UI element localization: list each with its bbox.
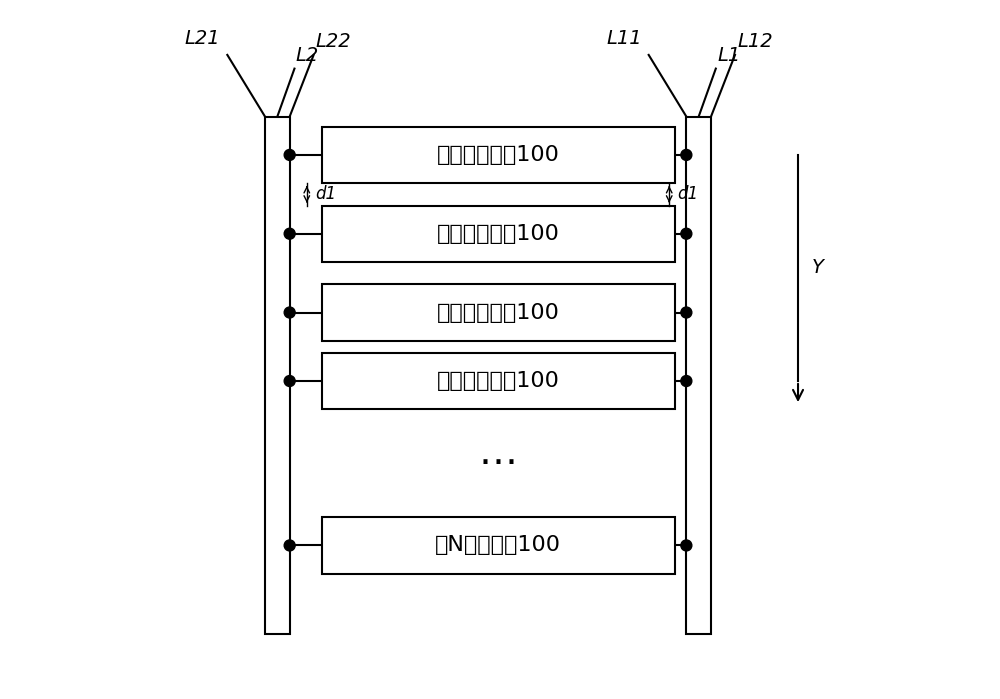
- Circle shape: [681, 540, 692, 551]
- Circle shape: [681, 375, 692, 387]
- Bar: [322, 127, 675, 183]
- Circle shape: [284, 229, 295, 239]
- Text: L1: L1: [717, 46, 740, 65]
- Circle shape: [284, 375, 295, 387]
- Bar: [686, 117, 711, 634]
- Text: L11: L11: [606, 29, 642, 48]
- Bar: [322, 284, 675, 340]
- Bar: [322, 206, 675, 262]
- Text: d1: d1: [315, 185, 336, 203]
- Text: 第三电池支路100: 第三电池支路100: [437, 303, 560, 322]
- Text: 第三电池支路100: 第三电池支路100: [437, 371, 560, 391]
- Text: L2: L2: [296, 46, 319, 65]
- Text: L12: L12: [737, 32, 773, 52]
- Text: Y: Y: [812, 259, 824, 278]
- Bar: [322, 353, 675, 409]
- Bar: [322, 517, 675, 574]
- Text: L21: L21: [185, 29, 220, 48]
- Text: L22: L22: [316, 32, 351, 52]
- Text: 第二电池支路100: 第二电池支路100: [437, 224, 560, 244]
- Text: 第一电池支路100: 第一电池支路100: [437, 145, 560, 165]
- Circle shape: [681, 229, 692, 239]
- Circle shape: [681, 307, 692, 318]
- Circle shape: [284, 307, 295, 318]
- Circle shape: [284, 540, 295, 551]
- Text: d1: d1: [677, 185, 699, 203]
- Circle shape: [681, 150, 692, 160]
- Text: 第N电池支路100: 第N电池支路100: [435, 535, 561, 556]
- Circle shape: [284, 150, 295, 160]
- Bar: [265, 117, 290, 634]
- Text: ⋯: ⋯: [479, 445, 518, 482]
